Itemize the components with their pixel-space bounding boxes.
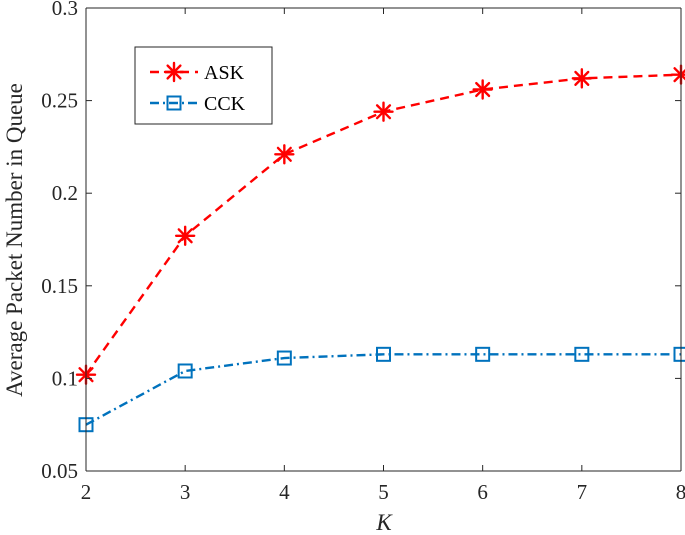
x-tick-label: 5 [378,480,389,504]
y-tick-label: 0.2 [52,181,78,205]
data-point-cck [177,363,193,379]
legend-label: CCK [204,93,246,115]
y-tick-label: 0.1 [52,366,78,390]
legend-item-cck: CCK [150,93,246,115]
x-tick-label: 4 [279,480,290,504]
data-point-ask [472,79,493,100]
legend-item-ask: ASK [150,61,245,84]
x-axis-label: K [375,510,393,535]
series-layer [75,64,685,433]
data-point-ask [571,68,593,89]
legend-swatch-marker [166,95,182,111]
x-tick-label: 3 [180,480,191,504]
x-tick-label: 2 [81,480,92,504]
data-point-cck [475,346,491,362]
legend-label: ASK [204,62,245,84]
x-tick-label: 6 [477,480,488,504]
legend-swatch-marker [163,61,185,83]
x-tick-label: 7 [577,480,588,504]
ticks-layer: 2 3 4 5 6 7 8 0.05 0.1 0.15 0.2 0.25 0.3 [41,0,685,504]
series-line-cck [85,353,681,426]
y-tick-label: 0.05 [41,459,78,483]
legend-box [134,46,273,125]
data-point-ask [373,101,394,122]
y-tick-label: 0.15 [41,274,78,298]
data-point-ask [274,144,295,165]
series-ask [75,64,685,385]
y-tick-label: 0.3 [52,0,78,20]
legend: ASK CCK [134,46,273,125]
y-axis-label: Average Packet Number in Queue [2,83,27,397]
data-point-cck [376,346,391,362]
data-point-cck [276,350,292,366]
legend-items: ASK CCK [150,61,246,115]
y-tick-label: 0.25 [41,89,78,113]
x-tick-label: 8 [676,480,685,504]
data-point-cck [574,346,590,362]
data-point-ask [174,225,196,246]
